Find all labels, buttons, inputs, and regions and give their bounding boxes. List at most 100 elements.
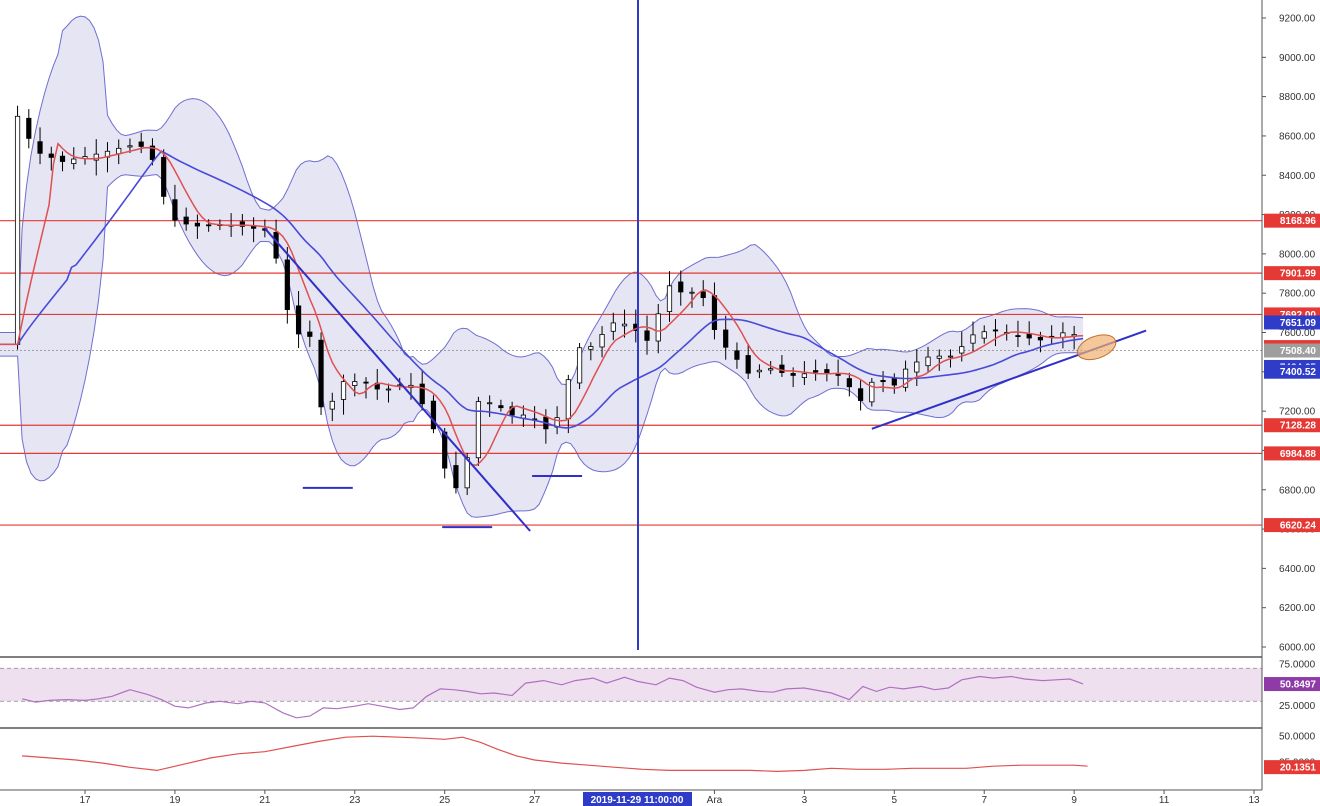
price-axis-tick-label: 8800.00 <box>1279 92 1316 103</box>
price-axis[interactable]: 9200.009000.008800.008600.008400.008200.… <box>1261 0 1320 806</box>
moving-averages <box>0 142 1084 467</box>
crosshair-date-text: 2019-11-29 11:00:00 <box>591 795 684 806</box>
candlestick <box>846 372 852 397</box>
time-axis-tick-label: 27 <box>529 795 541 806</box>
bollinger-middle-band <box>0 150 1084 429</box>
price-tag-label: 8168.96 <box>1280 216 1317 227</box>
candlestick <box>59 151 66 172</box>
candlestick <box>700 280 706 307</box>
candlestick <box>385 383 392 403</box>
candlestick <box>37 127 43 165</box>
candlestick <box>340 374 347 415</box>
price-tag: 7901.99 <box>1264 266 1320 281</box>
candlestick <box>610 312 616 341</box>
candlestick <box>194 214 201 239</box>
candlestick <box>26 109 32 149</box>
price-tag-label: 6620.24 <box>1280 521 1317 532</box>
candlestick <box>644 315 650 355</box>
rsi-axis-tick-label: 75.0000 <box>1279 660 1316 671</box>
time-axis-tick-label: 5 <box>892 795 898 806</box>
time-axis-tick-label: 19 <box>169 795 181 806</box>
time-axis-tick-label: 13 <box>1248 795 1260 806</box>
candlestick <box>487 395 493 417</box>
candlestick <box>756 364 763 379</box>
candlestick <box>453 451 459 494</box>
candlestick <box>93 139 99 176</box>
trendline <box>264 227 531 532</box>
time-axis-tick-label: 3 <box>802 795 808 806</box>
candlestick <box>363 377 369 399</box>
candlestick <box>914 349 920 387</box>
price-pane[interactable] <box>0 15 1262 532</box>
price-axis-tick-label: 8000.00 <box>1279 249 1316 260</box>
candlestick <box>498 399 504 412</box>
candlestick <box>183 207 189 231</box>
oscillator-pane-2[interactable] <box>22 735 1088 773</box>
price-axis-tick-label: 9200.00 <box>1279 14 1316 25</box>
candlestick <box>678 270 684 306</box>
candlestick <box>655 304 661 354</box>
price-tag: 8168.96 <box>1264 213 1320 228</box>
price-axis-tick-label: 9000.00 <box>1279 53 1316 64</box>
candlestick <box>745 343 751 379</box>
candlestick <box>307 320 313 347</box>
time-axis[interactable]: 17 19 21 23 25 27 Ara 3 5 7 9 11 13 <box>0 789 1262 806</box>
adx-last-value-tag <box>1264 760 1320 775</box>
candlestick <box>475 396 482 466</box>
candlestick <box>689 287 695 308</box>
adx-axis-tick-label: 50.0000 <box>1279 732 1316 743</box>
price-tag: 7508.40 <box>1264 343 1320 358</box>
candlestick <box>801 361 807 386</box>
price-tag: 6984.88 <box>1264 446 1320 461</box>
rsi-axis-tick-label: 25.0000 <box>1279 701 1316 712</box>
support-resistance-lines <box>0 220 1262 526</box>
price-axis-tick-label: 6200.00 <box>1279 603 1316 614</box>
candlestick <box>970 321 976 352</box>
time-axis-tick-label: 17 <box>79 795 91 806</box>
time-axis-tick-label: Ara <box>707 795 723 806</box>
price-tag: 7400.52 <box>1264 364 1320 379</box>
candlestick <box>48 146 54 171</box>
candlestick <box>295 291 302 349</box>
candlestick <box>149 138 156 166</box>
candlestick <box>419 369 425 411</box>
oscillator-pane-1[interactable] <box>0 667 1262 719</box>
moving-average-line <box>0 142 1084 467</box>
candlestick <box>329 392 335 422</box>
time-axis-tick-label: 7 <box>981 795 987 806</box>
price-axis-tick-label: 7200.00 <box>1279 407 1316 418</box>
candlestick <box>599 326 605 358</box>
price-tag-label: 7128.28 <box>1280 421 1317 432</box>
rsi-last-value-tag <box>1264 677 1320 692</box>
candlestick <box>14 105 21 350</box>
candlestick <box>768 361 774 375</box>
price-tag: 6620.24 <box>1264 518 1320 533</box>
candlestick <box>161 149 167 205</box>
time-axis-tick-label: 25 <box>439 795 451 806</box>
price-tag: 7128.28 <box>1264 418 1320 433</box>
price-tag-label: 7651.09 <box>1280 318 1317 329</box>
candlestick <box>430 395 437 434</box>
candlestick <box>936 349 942 371</box>
candlestick <box>723 315 729 360</box>
time-axis-tick-label: 11 <box>1159 795 1170 806</box>
candlestick <box>813 359 819 381</box>
price-tag-label: 7508.40 <box>1280 346 1317 357</box>
bollinger-upper-band <box>0 15 1084 386</box>
price-tag-label: 7901.99 <box>1280 269 1317 280</box>
time-axis-tick-label: 9 <box>1071 795 1077 806</box>
adx-last-value: 20.1351 <box>1280 763 1317 774</box>
rsi-last-value: 50.8497 <box>1280 680 1317 691</box>
candlestick <box>71 147 77 170</box>
candlestick <box>318 332 324 416</box>
candlestick <box>172 184 178 227</box>
price-tag: 7651.09 <box>1264 315 1320 330</box>
candlestick <box>588 342 594 361</box>
price-tag-label: 7692.00 <box>1280 310 1317 321</box>
price-axis-tick-label: 8600.00 <box>1279 131 1316 142</box>
candlestick <box>1015 320 1021 348</box>
candlestick <box>734 342 740 369</box>
price-axis-tick-label: 7600.00 <box>1279 328 1316 339</box>
adx-line <box>22 735 1088 773</box>
rsi-band <box>0 668 1262 702</box>
